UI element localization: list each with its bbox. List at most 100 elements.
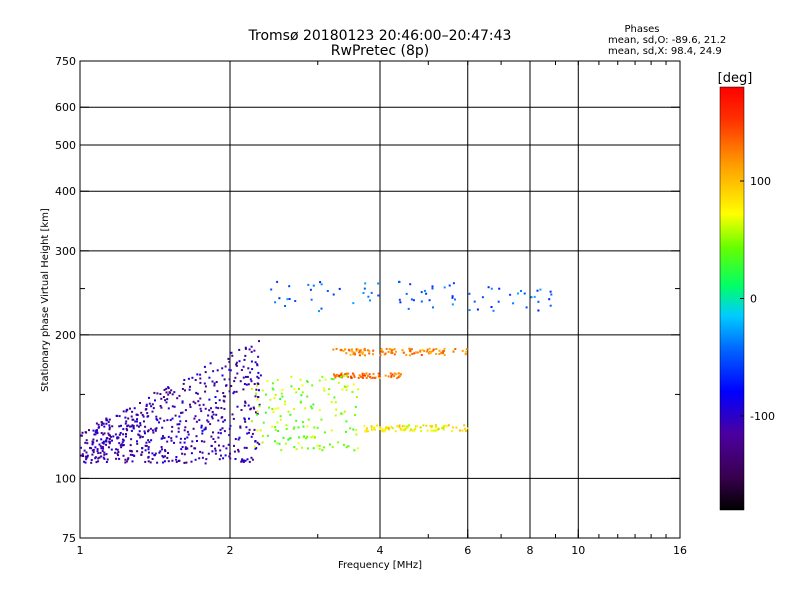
data-point (391, 349, 394, 351)
data-point (102, 442, 105, 445)
data-point (397, 376, 400, 379)
data-point (218, 458, 221, 461)
data-point (184, 437, 186, 440)
data-point (345, 420, 348, 423)
data-point (255, 393, 258, 396)
data-point (271, 425, 274, 428)
data-point (228, 368, 231, 371)
colorbar-tick-label: 100 (750, 175, 771, 188)
data-point (210, 415, 213, 418)
data-point (204, 462, 207, 465)
data-point (274, 393, 277, 396)
data-point (342, 443, 345, 446)
data-point (181, 452, 184, 455)
data-point (399, 301, 402, 304)
data-point (257, 383, 260, 385)
data-point (476, 308, 479, 311)
data-point (512, 302, 515, 305)
colorbar-ticks: 100 0 -100 (740, 175, 775, 423)
data-point (372, 349, 375, 352)
data-point (327, 393, 330, 396)
data-point (167, 393, 170, 396)
data-point (355, 433, 358, 436)
data-point (106, 437, 109, 440)
data-point (108, 440, 111, 443)
data-point (125, 420, 128, 423)
data-point (214, 396, 217, 398)
data-point (250, 435, 253, 438)
data-point (257, 371, 260, 374)
data-point (387, 375, 390, 378)
data-point (258, 405, 261, 408)
data-point (391, 373, 394, 376)
data-point (100, 421, 103, 424)
data-point (116, 437, 119, 440)
data-point (147, 430, 149, 433)
data-point (396, 425, 399, 428)
data-point (174, 414, 177, 417)
data-point (136, 424, 139, 427)
data-point (164, 399, 167, 402)
data-point (89, 446, 91, 449)
data-point (378, 375, 381, 378)
data-point (102, 456, 105, 459)
data-point (154, 428, 157, 431)
data-point (293, 446, 296, 448)
data-point (235, 390, 238, 393)
data-point (248, 460, 251, 463)
data-point (365, 377, 368, 379)
data-point (234, 458, 237, 460)
data-point (426, 350, 429, 353)
data-point (175, 460, 178, 463)
data-point (254, 440, 257, 442)
data-point (242, 459, 245, 462)
data-point (428, 299, 431, 302)
data-point (257, 396, 260, 399)
data-point (400, 373, 402, 376)
data-point (481, 296, 484, 299)
data-point (465, 348, 468, 351)
data-point (393, 348, 396, 351)
data-point (289, 437, 292, 440)
data-point (85, 439, 88, 442)
data-point (214, 440, 217, 443)
data-point (352, 428, 355, 431)
data-point (223, 419, 226, 422)
data-point (199, 407, 202, 410)
data-point (425, 424, 428, 427)
x-tick-label: 10 (571, 544, 585, 557)
data-point (125, 410, 128, 413)
data-point (108, 428, 111, 431)
data-point (166, 419, 169, 422)
data-point (100, 432, 103, 434)
data-point (233, 390, 236, 393)
data-point (180, 448, 183, 451)
data-point (393, 353, 396, 356)
data-point (184, 446, 187, 449)
data-point (227, 443, 230, 446)
data-point (337, 381, 340, 384)
data-point (284, 305, 286, 307)
data-point (139, 402, 141, 404)
data-point (361, 352, 364, 355)
data-point (393, 375, 395, 378)
data-point (139, 424, 142, 427)
data-point (320, 307, 323, 310)
data-point (151, 429, 154, 432)
data-point (272, 410, 275, 413)
data-point (361, 376, 364, 379)
data-point (295, 448, 298, 451)
data-point (305, 437, 308, 440)
data-point (340, 374, 342, 376)
data-point (190, 452, 193, 455)
data-point (468, 309, 471, 312)
data-point (323, 389, 326, 392)
data-point (285, 442, 287, 445)
data-point (199, 373, 202, 376)
data-point (163, 388, 166, 391)
data-point (219, 428, 222, 431)
data-point (351, 390, 354, 393)
data-point (212, 413, 215, 416)
data-point (242, 365, 245, 368)
